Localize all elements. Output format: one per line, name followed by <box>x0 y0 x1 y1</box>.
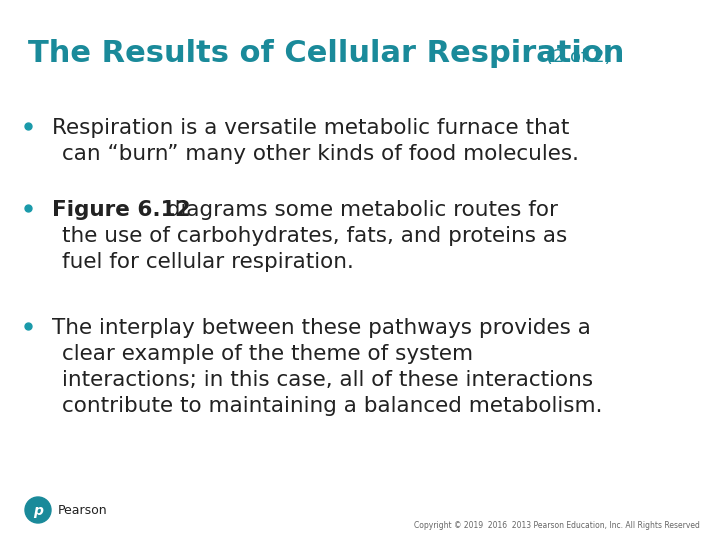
Text: The Results of Cellular Respiration: The Results of Cellular Respiration <box>28 39 624 68</box>
Text: contribute to maintaining a balanced metabolism.: contribute to maintaining a balanced met… <box>62 396 603 416</box>
Text: Respiration is a versatile metabolic furnace that: Respiration is a versatile metabolic fur… <box>52 118 570 138</box>
Text: can “burn” many other kinds of food molecules.: can “burn” many other kinds of food mole… <box>62 144 579 164</box>
Text: interactions; in this case, all of these interactions: interactions; in this case, all of these… <box>62 370 593 390</box>
Text: (2 of 2): (2 of 2) <box>540 48 611 66</box>
Text: Copyright © 2019  2016  2013 Pearson Education, Inc. All Rights Reserved: Copyright © 2019 2016 2013 Pearson Educa… <box>414 521 700 530</box>
Text: Figure 6.12: Figure 6.12 <box>52 200 191 220</box>
Text: clear example of the theme of system: clear example of the theme of system <box>62 344 473 364</box>
Text: the use of carbohydrates, fats, and proteins as: the use of carbohydrates, fats, and prot… <box>62 226 567 246</box>
Text: The interplay between these pathways provides a: The interplay between these pathways pro… <box>52 318 591 338</box>
Text: Pearson: Pearson <box>58 504 107 517</box>
Text: p: p <box>33 504 43 518</box>
Text: fuel for cellular respiration.: fuel for cellular respiration. <box>62 252 354 272</box>
Circle shape <box>25 497 51 523</box>
Text: diagrams some metabolic routes for: diagrams some metabolic routes for <box>160 200 558 220</box>
